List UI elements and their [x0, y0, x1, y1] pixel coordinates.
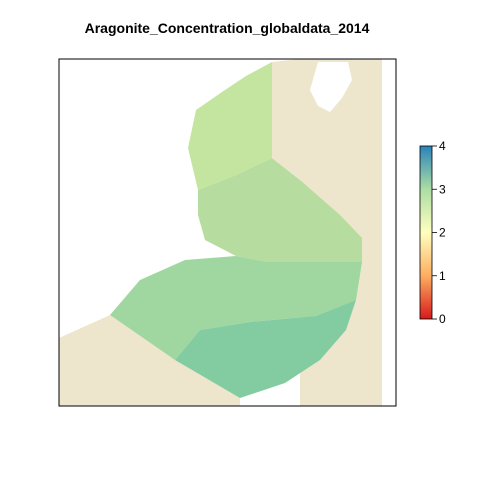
- legend: 0 1 2 3 4: [419, 139, 446, 326]
- land-coast-north: [272, 59, 300, 180]
- region-offshore: [175, 300, 356, 398]
- plot-frame: [58, 58, 397, 407]
- legend-tick-label-0: 0: [439, 312, 446, 326]
- region-north-shelf: [188, 62, 272, 190]
- plot-title: Aragonite_Concentration_globaldata_2014: [84, 20, 370, 36]
- land-southwest: [59, 315, 240, 406]
- legend-tick-label-2: 2: [439, 226, 446, 240]
- region-mid-shelf: [198, 158, 362, 262]
- legend-bar: [419, 145, 433, 320]
- region-south-shelf: [110, 256, 362, 360]
- legend-tick-label-4: 4: [439, 139, 446, 153]
- legend-tick-label-1: 1: [439, 269, 446, 283]
- legend-ticks: 0 1 2 3 4: [432, 139, 446, 326]
- map-panel: [59, 59, 382, 406]
- lake: [310, 62, 352, 112]
- legend-tick-label-3: 3: [439, 182, 446, 196]
